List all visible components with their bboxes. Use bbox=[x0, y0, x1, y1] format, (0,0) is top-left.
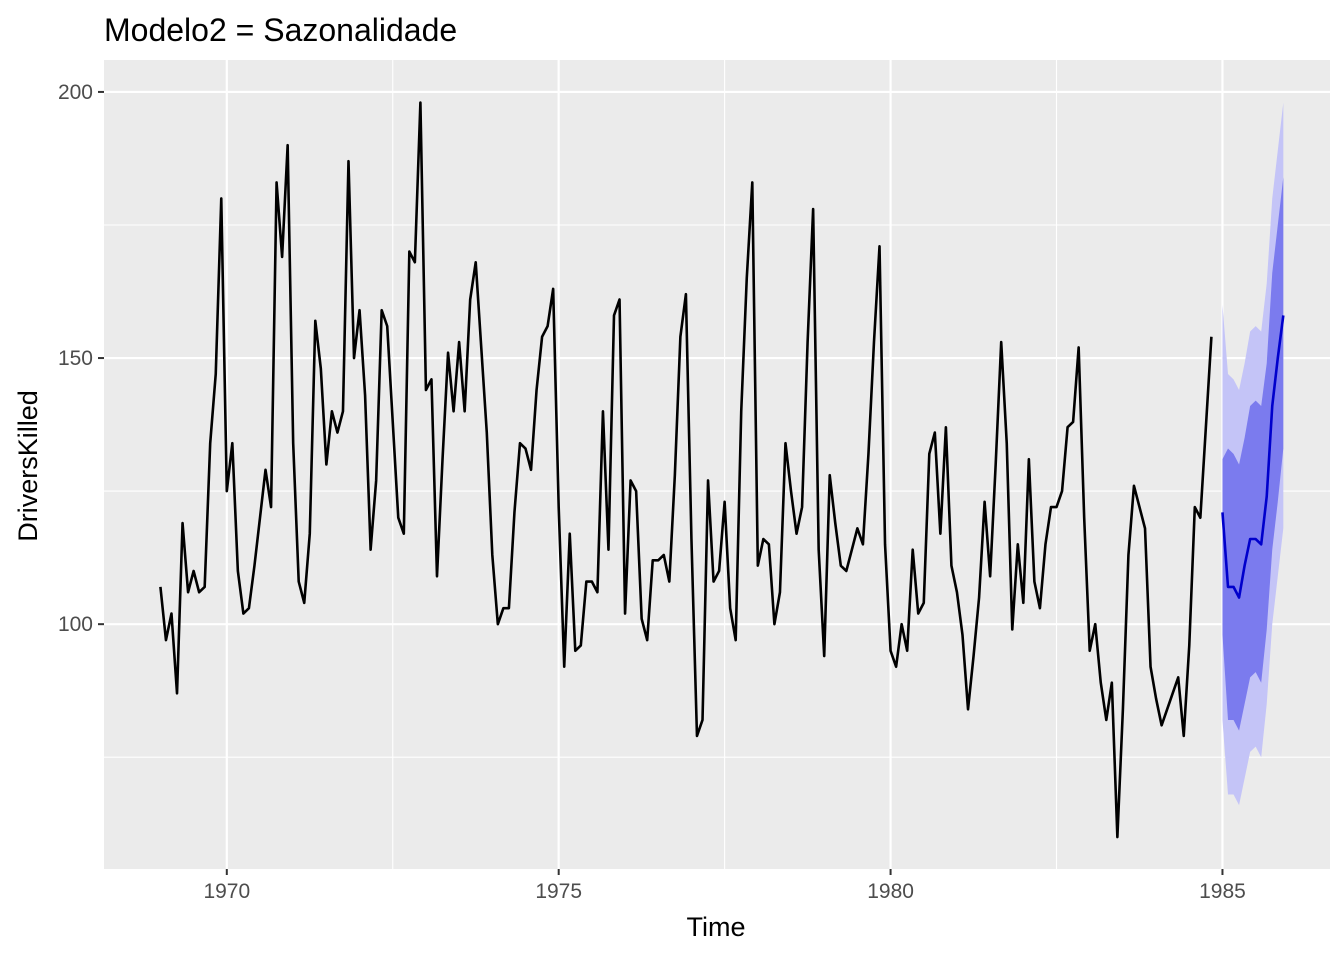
x-axis: 1970 1975 1980 1985 bbox=[203, 869, 1246, 903]
chart-title: Modelo2 = Sazonalidade bbox=[104, 12, 457, 48]
forecast-mean-line bbox=[1221, 315, 1285, 599]
x-tick-label: 1970 bbox=[203, 880, 250, 903]
x-axis-title: Time bbox=[687, 912, 746, 942]
y-tick-label: 200 bbox=[58, 81, 93, 104]
series-lines bbox=[159, 101, 1285, 839]
x-tick-label: 1980 bbox=[867, 880, 914, 903]
plot-panel bbox=[104, 60, 1330, 869]
y-tick-label: 150 bbox=[58, 347, 93, 370]
x-tick-label: 1975 bbox=[535, 880, 582, 903]
y-tick-label: 100 bbox=[58, 613, 93, 636]
minor-gridlines bbox=[104, 60, 1330, 869]
y-axis-title: DriversKilled bbox=[13, 390, 43, 542]
observed-series-line bbox=[159, 101, 1213, 839]
y-axis: 100 150 200 bbox=[58, 81, 104, 636]
x-tick-label: 1985 bbox=[1199, 880, 1246, 903]
